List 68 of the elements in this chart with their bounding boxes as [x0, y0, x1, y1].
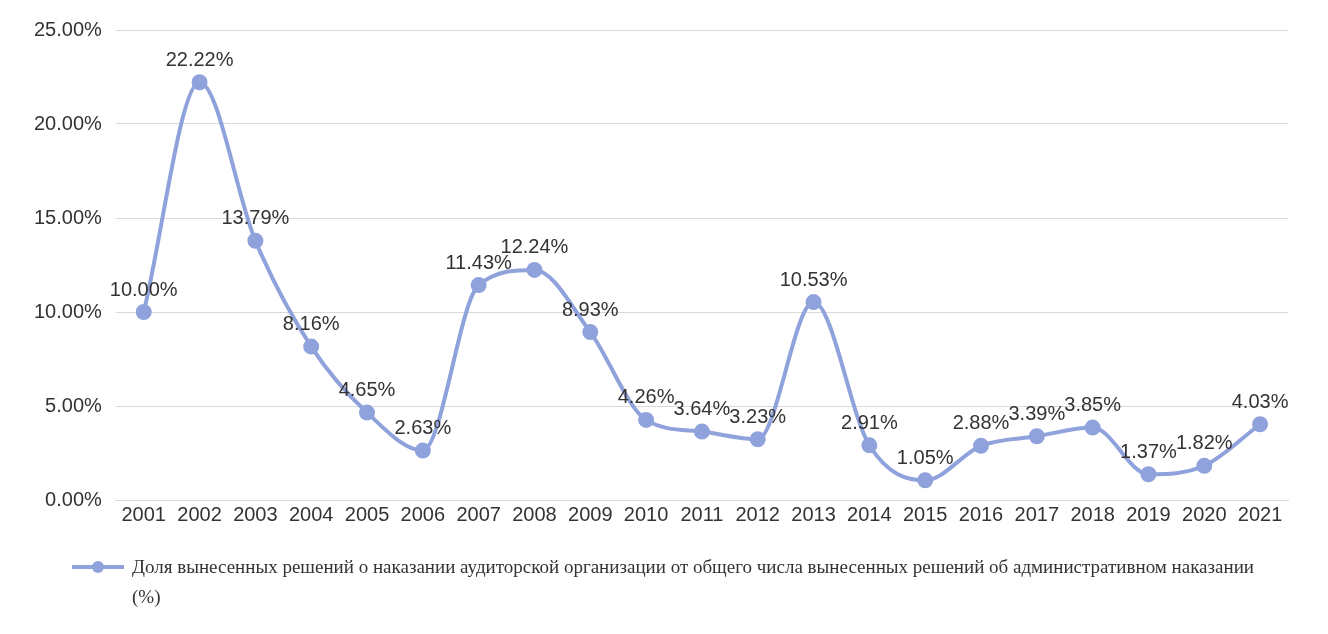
data-label: 4.65%	[338, 378, 396, 401]
data-label: 2.63%	[394, 416, 452, 439]
x-tick-label: 2001	[121, 502, 166, 525]
point	[1196, 457, 1213, 474]
point	[749, 431, 766, 448]
point	[414, 442, 431, 459]
x-tick-label: 2020	[1182, 502, 1227, 525]
point	[582, 324, 599, 341]
y-tick-label: 15.00%	[33, 205, 103, 228]
data-label: 3.23%	[729, 404, 787, 427]
x-tick-label: 2009	[568, 502, 613, 525]
point	[359, 404, 376, 421]
y-tick-label: 0.00%	[45, 487, 103, 510]
data-label: 4.26%	[617, 385, 675, 408]
point	[1028, 428, 1045, 445]
data-label: 10.00%	[109, 277, 178, 300]
point	[303, 338, 320, 355]
x-tick-label: 2010	[623, 502, 669, 525]
data-label: 8.93%	[561, 297, 619, 320]
x-tick-label: 2002	[177, 502, 222, 525]
point	[191, 74, 208, 91]
data-label: 2.91%	[841, 410, 898, 433]
x-tick-label: 2003	[233, 502, 278, 525]
data-label: 1.05%	[896, 445, 954, 468]
point	[1252, 416, 1269, 433]
x-tick-label: 2016	[958, 502, 1004, 525]
point	[470, 277, 487, 294]
y-tick-label: 20.00%	[33, 111, 103, 134]
x-tick-label: 2008	[512, 502, 557, 525]
y-tick-label: 25.00%	[33, 17, 103, 40]
data-label: 3.39%	[1008, 401, 1066, 424]
point	[1084, 419, 1101, 436]
y-tick-label: 10.00%	[33, 299, 103, 322]
data-label: 22.22%	[165, 47, 234, 70]
legend-label: Доля вынесенных решений о наказании аудиторской организации от общего числа вынесенных решений об административном наказании (%)	[132, 555, 1255, 609]
data-label: 2.88%	[952, 411, 1010, 434]
x-tick-label: 2015	[902, 502, 948, 525]
point	[526, 261, 543, 278]
data-label: 4.03%	[1231, 389, 1289, 412]
data-label: 3.64%	[673, 397, 731, 420]
data-label: 8.16%	[282, 312, 340, 335]
x-tick-label: 2014	[847, 502, 892, 525]
x-tick-label: 2017	[1014, 502, 1060, 525]
x-tick-label: 2021	[1237, 502, 1283, 525]
point	[917, 472, 934, 489]
data-label: 3.85%	[1064, 393, 1122, 416]
data-label: 1.82%	[1175, 431, 1233, 454]
point	[135, 304, 152, 320]
y-tick-label: 5.00%	[45, 393, 103, 416]
point	[805, 294, 822, 311]
x-tick-label: 2013	[791, 502, 836, 525]
point	[861, 437, 878, 454]
point	[638, 411, 655, 428]
x-tick-label: 2006	[400, 502, 446, 525]
data-label: 13.79%	[221, 206, 290, 229]
x-tick-label: 2011	[680, 502, 724, 525]
x-tick-label: 2004	[288, 502, 334, 525]
point	[1140, 466, 1157, 483]
x-tick-label: 2005	[344, 502, 390, 525]
point	[693, 423, 710, 440]
point	[247, 232, 264, 249]
x-tick-label: 2007	[456, 502, 501, 525]
x-tick-label: 2018	[1070, 502, 1115, 525]
data-label: 10.53%	[779, 267, 848, 290]
data-label: 1.37%	[1120, 439, 1178, 462]
point	[973, 437, 989, 454]
x-tick-label: 2019	[1126, 502, 1171, 525]
x-tick-label: 2012	[735, 502, 780, 525]
